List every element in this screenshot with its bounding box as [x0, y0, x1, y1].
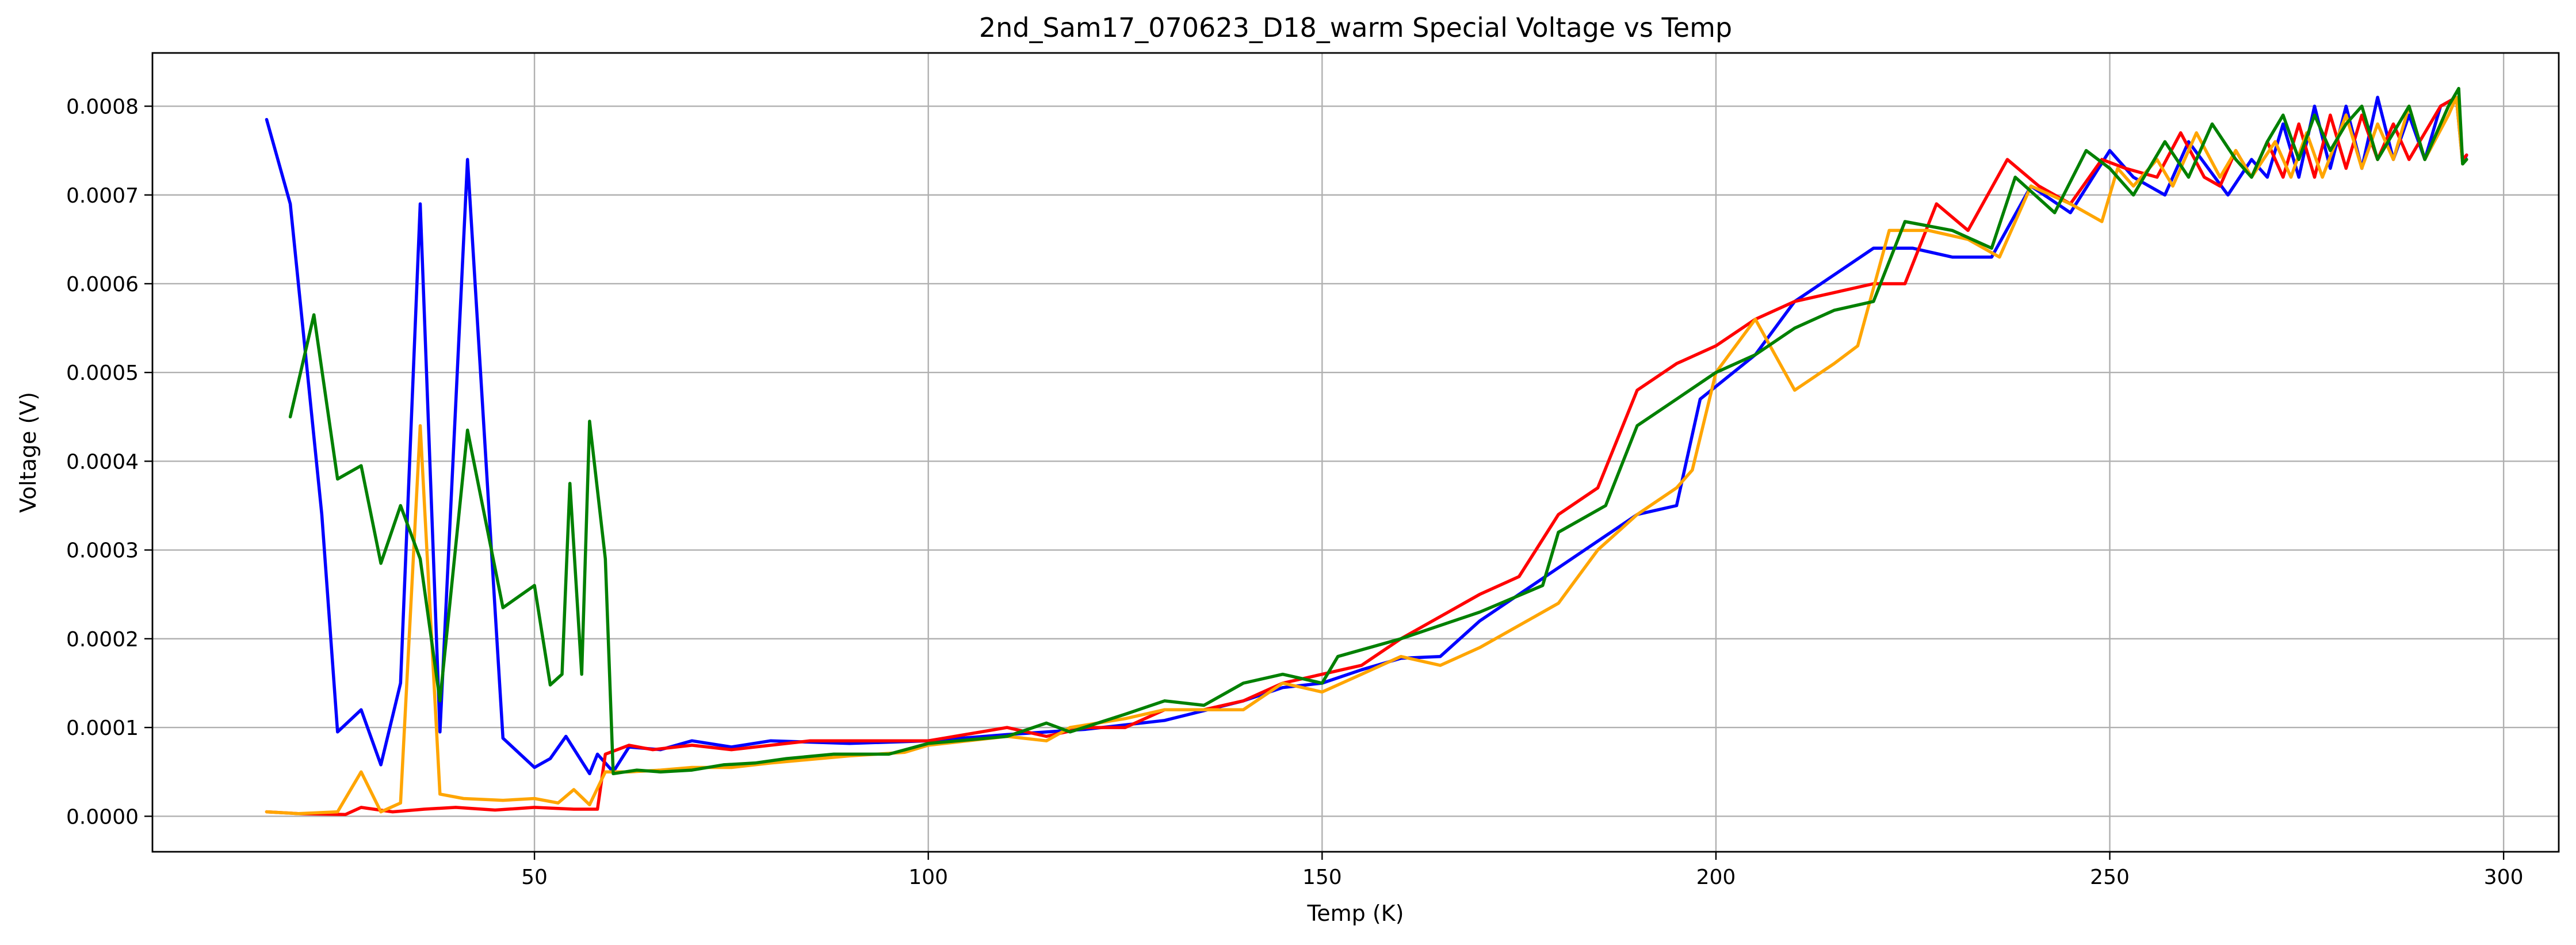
grid-lines: [152, 53, 2559, 852]
y-tick-label: 0.0002: [66, 628, 139, 651]
y-tick-label: 0.0005: [66, 361, 139, 385]
series-line-red: [265, 96, 2468, 816]
y-axis-label: Voltage (V): [16, 392, 41, 513]
series-lines: [265, 86, 2468, 816]
x-tick-label: 50: [521, 866, 548, 889]
x-tick-label: 300: [2484, 866, 2524, 889]
x-axis-label: Temp (K): [1307, 901, 1404, 926]
y-tick-label: 0.0007: [66, 184, 139, 208]
series-line-orange: [265, 96, 2468, 816]
y-tick-label: 0.0000: [66, 805, 139, 829]
series-line-green: [288, 86, 2468, 776]
y-tick-label: 0.0008: [66, 96, 139, 119]
x-tick-label: 100: [908, 866, 948, 889]
x-tick-label: 200: [1696, 866, 1736, 889]
x-tick-label: 250: [2090, 866, 2130, 889]
y-tick-label: 0.0003: [66, 539, 139, 563]
y-tick-label: 0.0004: [66, 450, 139, 474]
y-tick-label: 0.0001: [66, 717, 139, 740]
x-tick-label: 150: [1302, 866, 1342, 889]
y-tick-label: 0.0006: [66, 273, 139, 296]
plot-frame: [151, 52, 2560, 853]
chart-title: 2nd_Sam17_070623_D18_warm Special Voltag…: [979, 12, 1732, 43]
axis-ticks: 50 100 150 200 250 300 0.0000 0.0001 0.0002 0.000…: [66, 96, 2523, 889]
